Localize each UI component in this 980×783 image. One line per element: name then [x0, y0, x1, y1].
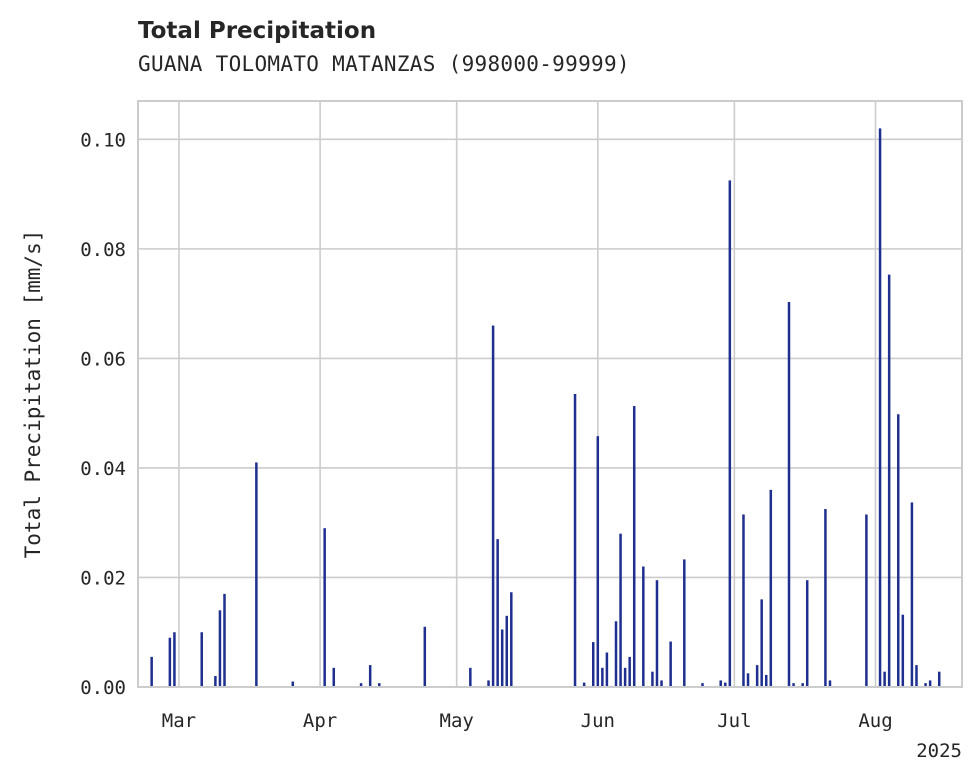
- precipitation-bar: [792, 683, 795, 687]
- precipitation-bar: [491, 325, 495, 687]
- x-tick-label: Apr: [303, 710, 337, 732]
- precipitation-bar: [655, 580, 659, 687]
- precipitation-bar: [724, 682, 727, 687]
- bars-layer: [150, 128, 941, 688]
- precipitation-bar: [200, 632, 203, 687]
- precipitation-bar: [628, 656, 631, 687]
- precipitation-bar: [510, 592, 513, 687]
- precipitation-bar: [764, 674, 768, 687]
- precipitation-bar: [719, 680, 722, 687]
- precipitation-bar: [601, 667, 604, 687]
- precipitation-bar: [168, 637, 172, 687]
- precipitation-bar: [660, 680, 663, 687]
- precipitation-bar: [824, 509, 827, 687]
- precipitation-bar: [928, 680, 932, 687]
- precipitation-bar: [701, 683, 704, 687]
- precipitation-bar: [632, 406, 636, 687]
- precipitation-bar: [619, 533, 622, 687]
- precipitation-bar: [323, 528, 326, 687]
- precipitation-bar: [173, 632, 176, 687]
- x-tick-label: Mar: [162, 710, 196, 732]
- precipitation-bar: [755, 665, 759, 687]
- precipitation-bar: [496, 539, 499, 687]
- ticks-layer: 0.00 0.02 0.04 0.06 0.08 0.10 Mar Apr May Jun Jul A…: [80, 129, 892, 732]
- precipitation-bar: [787, 301, 791, 687]
- precipitation-bar: [214, 676, 217, 687]
- x-tick-label: Jul: [717, 710, 751, 732]
- grid-layer: [138, 101, 962, 688]
- precipitation-bar: [865, 514, 868, 687]
- y-tick-label: 0.04: [80, 458, 126, 480]
- precipitation-bar: [746, 673, 750, 687]
- precipitation-bar: [883, 671, 886, 687]
- precipitation-bar: [368, 665, 372, 687]
- y-tick-label: 0.00: [80, 677, 126, 699]
- precipitation-bar: [915, 665, 918, 687]
- precipitation-bar: [651, 671, 654, 687]
- precipitation-bar: [669, 641, 672, 687]
- precipitation-bar: [582, 682, 586, 687]
- precipitation-bar: [901, 614, 905, 687]
- plot-frame: [137, 100, 963, 688]
- precipitation-bar: [742, 514, 745, 687]
- precipitation-bar: [887, 274, 891, 687]
- x-axis-year-label: 2025: [916, 740, 962, 762]
- precipitation-bar: [728, 180, 732, 688]
- precipitation-bar: [487, 680, 490, 687]
- precipitation-bar: [255, 462, 258, 687]
- precipitation-bar: [937, 671, 941, 687]
- precipitation-bar: [596, 436, 600, 687]
- precipitation-bar: [505, 615, 509, 687]
- precipitation-bar: [218, 610, 222, 687]
- precipitation-bar: [291, 681, 295, 687]
- y-tick-label: 0.06: [80, 348, 126, 370]
- precipitation-bar: [642, 566, 645, 687]
- chart-subtitle: GUANA TOLOMATO MATANZAS (998000-99999): [138, 52, 630, 76]
- precipitation-bar: [332, 667, 336, 687]
- precipitation-bar: [801, 683, 804, 687]
- precipitation-bar: [878, 128, 882, 687]
- precipitation-bar: [683, 559, 686, 687]
- y-tick-label: 0.02: [80, 567, 126, 589]
- x-tick-label: Jun: [581, 710, 615, 732]
- precipitation-bar: [605, 652, 609, 687]
- precipitation-bar: [805, 580, 809, 687]
- y-tick-label: 0.10: [80, 129, 126, 151]
- precipitation-bar: [760, 599, 763, 687]
- precipitation-bar: [769, 489, 773, 687]
- precipitation-bar: [378, 683, 381, 687]
- chart-title: Total Precipitation: [138, 18, 377, 44]
- precipitation-bar: [897, 414, 900, 687]
- precipitation-bar: [573, 394, 577, 687]
- precipitation-bar: [150, 656, 153, 687]
- y-tick-label: 0.08: [80, 239, 126, 261]
- precipitation-bar: [614, 621, 618, 687]
- precipitation-bar: [623, 667, 627, 687]
- precipitation-bar: [924, 683, 927, 687]
- precipitation-bar: [591, 642, 595, 687]
- y-axis-label: Total Precipitation [mm/s]: [21, 230, 45, 559]
- x-tick-label: Aug: [858, 710, 892, 732]
- precipitation-bar: [500, 629, 504, 687]
- precipitation-bar: [828, 680, 832, 687]
- precipitation-bar: [910, 502, 914, 687]
- precipitation-bar: [423, 626, 427, 687]
- x-tick-label: May: [440, 710, 474, 732]
- precipitation-bar: [359, 683, 363, 687]
- precipitation-bar: [223, 593, 226, 687]
- precipitation-bar: [469, 667, 472, 687]
